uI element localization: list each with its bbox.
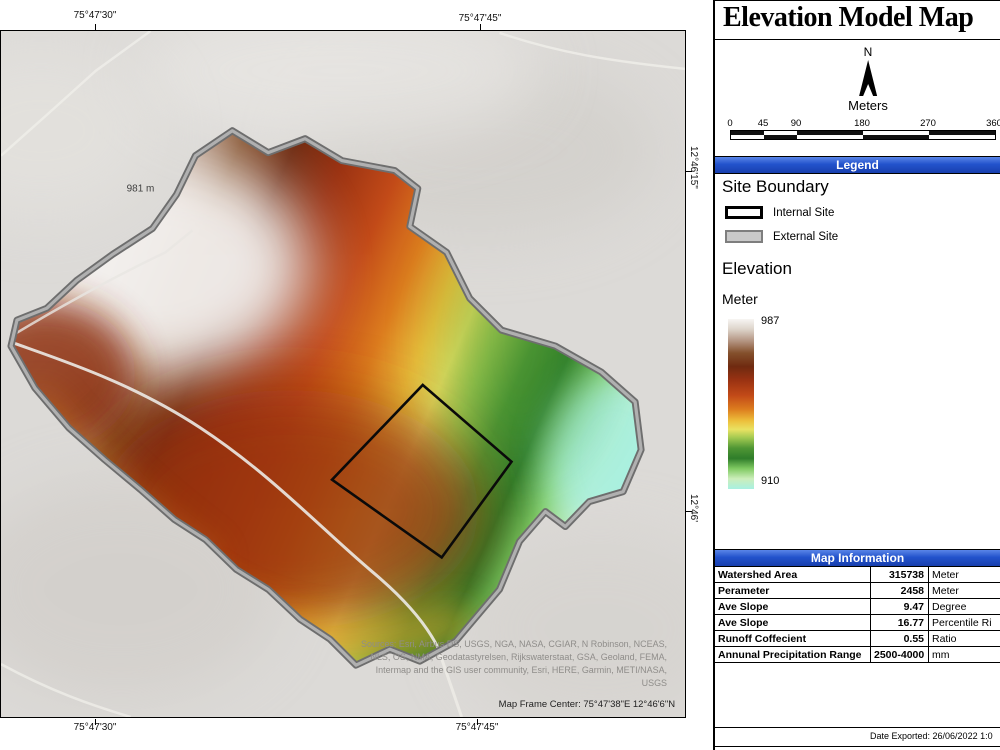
info-row-value: 2500-4000 bbox=[871, 646, 929, 662]
frame-tick bbox=[477, 719, 479, 725]
road-line bbox=[1, 31, 152, 157]
layout-side-panel: Elevation Model Map N Meters 0 45 90 180 270… bbox=[713, 0, 1000, 750]
coord-label-top-left: 75°47'30" bbox=[73, 10, 117, 21]
map-information-header: Map Information bbox=[715, 549, 1000, 567]
scalebar-segment bbox=[863, 135, 929, 139]
divider bbox=[715, 746, 1000, 747]
coord-label-bottom-right: 75°47'45" bbox=[455, 722, 499, 733]
elevation-unit-label: Meter bbox=[722, 291, 758, 307]
scalebar-segment bbox=[797, 135, 863, 139]
info-row-unit: Degree bbox=[929, 598, 1000, 614]
info-row-value: 0.55 bbox=[871, 630, 929, 646]
external-site-swatch bbox=[725, 230, 763, 243]
info-row-value: 315738 bbox=[871, 566, 929, 582]
external-site-label: External Site bbox=[773, 231, 839, 243]
north-arrow: N Meters bbox=[848, 45, 888, 114]
map-information-table: Watershed Area 315738 Meter Perameter 2458 Me… bbox=[715, 566, 1000, 663]
info-row-value: 9.47 bbox=[871, 598, 929, 614]
internal-site-boundary bbox=[330, 383, 514, 560]
elevation-min-label: 910 bbox=[761, 475, 780, 487]
info-row-label: Runoff Coffecient bbox=[715, 630, 871, 646]
site-boundary-heading: Site Boundary bbox=[722, 177, 829, 196]
divider bbox=[715, 39, 1000, 40]
scalebar-segment bbox=[797, 131, 863, 135]
info-row-value: 2458 bbox=[871, 582, 929, 598]
info-row-label: Ave Slope bbox=[715, 598, 871, 614]
map-attribution-line: NLS, OS, NMA, Geodatastyrelsen, Rijkswat… bbox=[370, 652, 667, 662]
elevation-max-label: 987 bbox=[761, 315, 780, 327]
info-row-unit: Ratio bbox=[929, 630, 1000, 646]
frame-tick bbox=[480, 24, 482, 30]
frame-tick bbox=[686, 171, 692, 173]
scalebar-labels: 0 45 90 180 270 360 bbox=[727, 118, 1000, 129]
map-attribution-line: USGS bbox=[642, 678, 667, 688]
road-line bbox=[10, 340, 464, 717]
info-row-label: Watershed Area bbox=[715, 566, 871, 582]
info-row-unit: Percentile Ri bbox=[929, 614, 1000, 630]
coord-label-right-lower: 12°46' bbox=[688, 494, 699, 523]
frame-tick bbox=[95, 719, 97, 725]
frame-tick bbox=[686, 511, 692, 513]
map-frame[interactable]: 981 m Sources: Esri, Airbus DS, USGS, NG… bbox=[0, 30, 686, 718]
frame-tick bbox=[95, 24, 97, 30]
info-row-label: Perameter bbox=[715, 582, 871, 598]
coord-label-right-upper: 12°46'15" bbox=[688, 146, 699, 189]
scalebar-segment bbox=[929, 131, 995, 135]
spot-elevation-label: 981 m bbox=[127, 184, 155, 195]
map-frame-center-label: Map Frame Center: 75°47'38"E 12°46'6"N bbox=[499, 699, 676, 710]
info-row-unit: Meter bbox=[929, 582, 1000, 598]
info-row-value: 16.77 bbox=[871, 614, 929, 630]
scalebar-unit-label: Meters bbox=[848, 98, 888, 113]
info-row-unit: Meter bbox=[929, 566, 1000, 582]
scalebar-tick-label: 270 bbox=[920, 118, 936, 129]
date-exported-label: Date Exported: 26/06/2022 1:0 bbox=[870, 731, 993, 741]
coord-label-top-right: 75°47'45" bbox=[458, 13, 502, 24]
map-attribution-line: Intermap and the GIS user community, Esr… bbox=[376, 665, 667, 675]
info-row-unit: mm bbox=[929, 646, 1000, 662]
scalebar-segment bbox=[863, 131, 929, 135]
elevation-heading: Elevation bbox=[722, 259, 792, 278]
internal-site-label: Internal Site bbox=[773, 207, 835, 219]
page-title: Elevation Model Map bbox=[723, 2, 974, 33]
scalebar-segment bbox=[929, 135, 995, 139]
scalebar-tick-label: 0 bbox=[727, 118, 733, 129]
scalebar-tick-label: 360 bbox=[986, 118, 1000, 129]
scalebar-segment bbox=[764, 131, 797, 135]
scalebar-tick-label: 45 bbox=[757, 118, 769, 129]
info-row-label: Annunal Precipitation Range bbox=[715, 646, 871, 662]
divider bbox=[715, 727, 1000, 728]
north-arrow-label: N bbox=[863, 45, 873, 59]
road-line bbox=[499, 31, 685, 71]
legend-header: Legend bbox=[715, 156, 1000, 174]
scalebar-tick-label: 90 bbox=[790, 118, 802, 129]
elevation-ramp bbox=[728, 319, 754, 489]
internal-site-swatch bbox=[725, 206, 763, 219]
scalebar-bar bbox=[730, 130, 996, 140]
map-attribution-line: Sources: Esri, Airbus DS, USGS, NGA, NAS… bbox=[361, 639, 667, 649]
scalebar: 0 45 90 180 270 360 bbox=[727, 118, 1000, 144]
scalebar-segment bbox=[731, 135, 764, 139]
scalebar-tick-label: 180 bbox=[854, 118, 870, 129]
external-site-boundary-inner bbox=[9, 129, 643, 667]
scalebar-segment bbox=[764, 135, 797, 139]
road-line bbox=[12, 229, 194, 337]
info-row-label: Ave Slope bbox=[715, 614, 871, 630]
scalebar-segment bbox=[731, 131, 764, 135]
map-canvas: 981 m Sources: Esri, Airbus DS, USGS, NG… bbox=[1, 31, 685, 717]
coord-label-bottom-left: 75°47'30" bbox=[73, 722, 117, 733]
north-arrow-icon bbox=[858, 60, 877, 96]
road-line bbox=[1, 663, 131, 717]
